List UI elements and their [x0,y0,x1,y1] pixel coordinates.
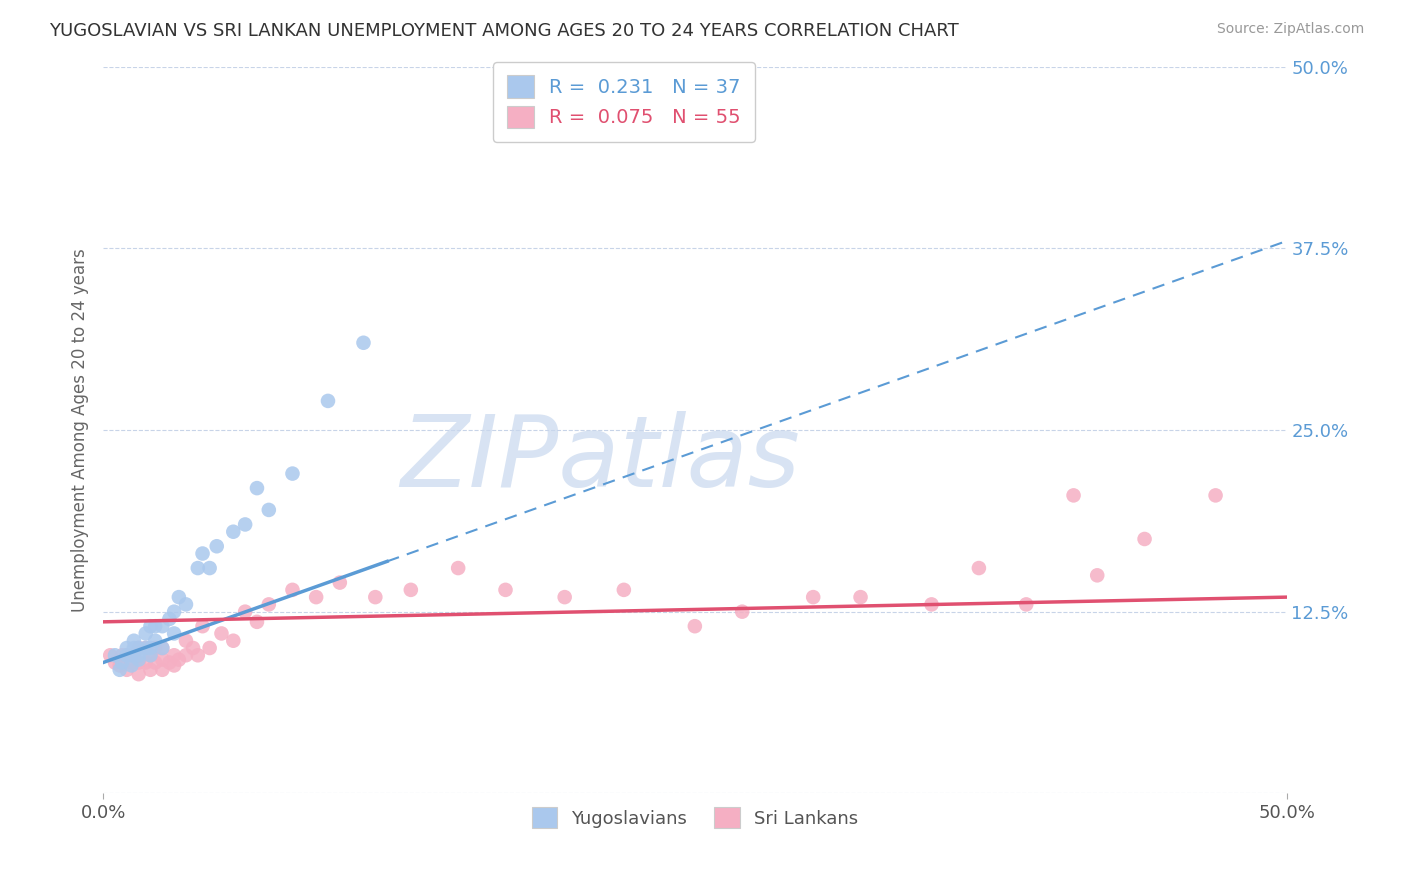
Point [115,648,138,663]
Point [257,503,280,517]
Point [108,663,131,677]
Point [139,663,162,677]
Point [104,648,127,663]
Point [1133,532,1156,546]
Point [111,656,134,670]
Point [305,590,328,604]
Point [143,619,166,633]
Point [150,640,173,655]
Point [128,652,150,666]
Y-axis label: Unemployment Among Ages 20 to 24 years: Unemployment Among Ages 20 to 24 years [72,248,89,612]
Point [135,640,157,655]
Point [181,640,204,655]
Point [167,590,190,604]
Point [233,605,256,619]
Point [111,648,134,663]
Point [174,598,197,612]
Point [731,605,754,619]
Point [683,619,706,633]
Text: Source: ZipAtlas.com: Source: ZipAtlas.com [1216,22,1364,37]
Text: ZIPatlas: ZIPatlas [401,410,800,508]
Point [198,640,221,655]
Point [233,517,256,532]
Point [191,547,214,561]
Point [143,640,166,655]
Point [135,626,157,640]
Point [191,619,214,633]
Point [135,640,157,655]
Point [921,598,943,612]
Point [329,575,352,590]
Point [98,648,121,663]
Point [143,633,166,648]
Point [554,590,576,604]
Point [281,582,304,597]
Point [399,582,422,597]
Point [257,598,280,612]
Legend: Yugoslavians, Sri Lankans: Yugoslavians, Sri Lankans [524,800,865,835]
Point [115,663,138,677]
Point [121,658,143,673]
Point [613,582,636,597]
Point [281,467,304,481]
Point [316,393,339,408]
Point [157,612,180,626]
Point [128,640,150,655]
Point [150,640,173,655]
Point [121,656,143,670]
Point [222,633,245,648]
Point [167,652,190,666]
Text: YUGOSLAVIAN VS SRI LANKAN UNEMPLOYMENT AMONG AGES 20 TO 24 YEARS CORRELATION CHA: YUGOSLAVIAN VS SRI LANKAN UNEMPLOYMENT A… [49,22,959,40]
Point [447,561,470,575]
Point [135,656,157,670]
Point [801,590,824,604]
Point [364,590,387,604]
Point [1063,488,1085,502]
Point [174,648,197,663]
Point [143,656,166,670]
Point [198,561,221,575]
Point [139,619,162,633]
Point [150,652,173,666]
Point [104,656,127,670]
Point [1205,488,1227,502]
Point [128,648,150,663]
Point [128,656,150,670]
Point [495,582,517,597]
Point [115,640,138,655]
Point [128,667,150,681]
Point [246,615,269,629]
Point [222,524,245,539]
Point [205,539,228,553]
Point [150,663,173,677]
Point [150,619,173,633]
Point [122,640,145,655]
Point [122,648,145,663]
Point [121,648,143,663]
Point [122,633,145,648]
Point [174,633,197,648]
Point [157,656,180,670]
Point [967,561,990,575]
Point [187,648,209,663]
Point [139,648,162,663]
Point [163,605,186,619]
Point [108,658,131,673]
Point [246,481,269,495]
Point [139,648,162,663]
Point [163,648,186,663]
Point [163,658,186,673]
Point [211,626,233,640]
Point [128,640,150,655]
Point [1015,598,1038,612]
Point [115,648,138,663]
Point [187,561,209,575]
Point [163,626,186,640]
Point [849,590,872,604]
Point [353,335,375,350]
Point [1085,568,1108,582]
Point [139,640,162,655]
